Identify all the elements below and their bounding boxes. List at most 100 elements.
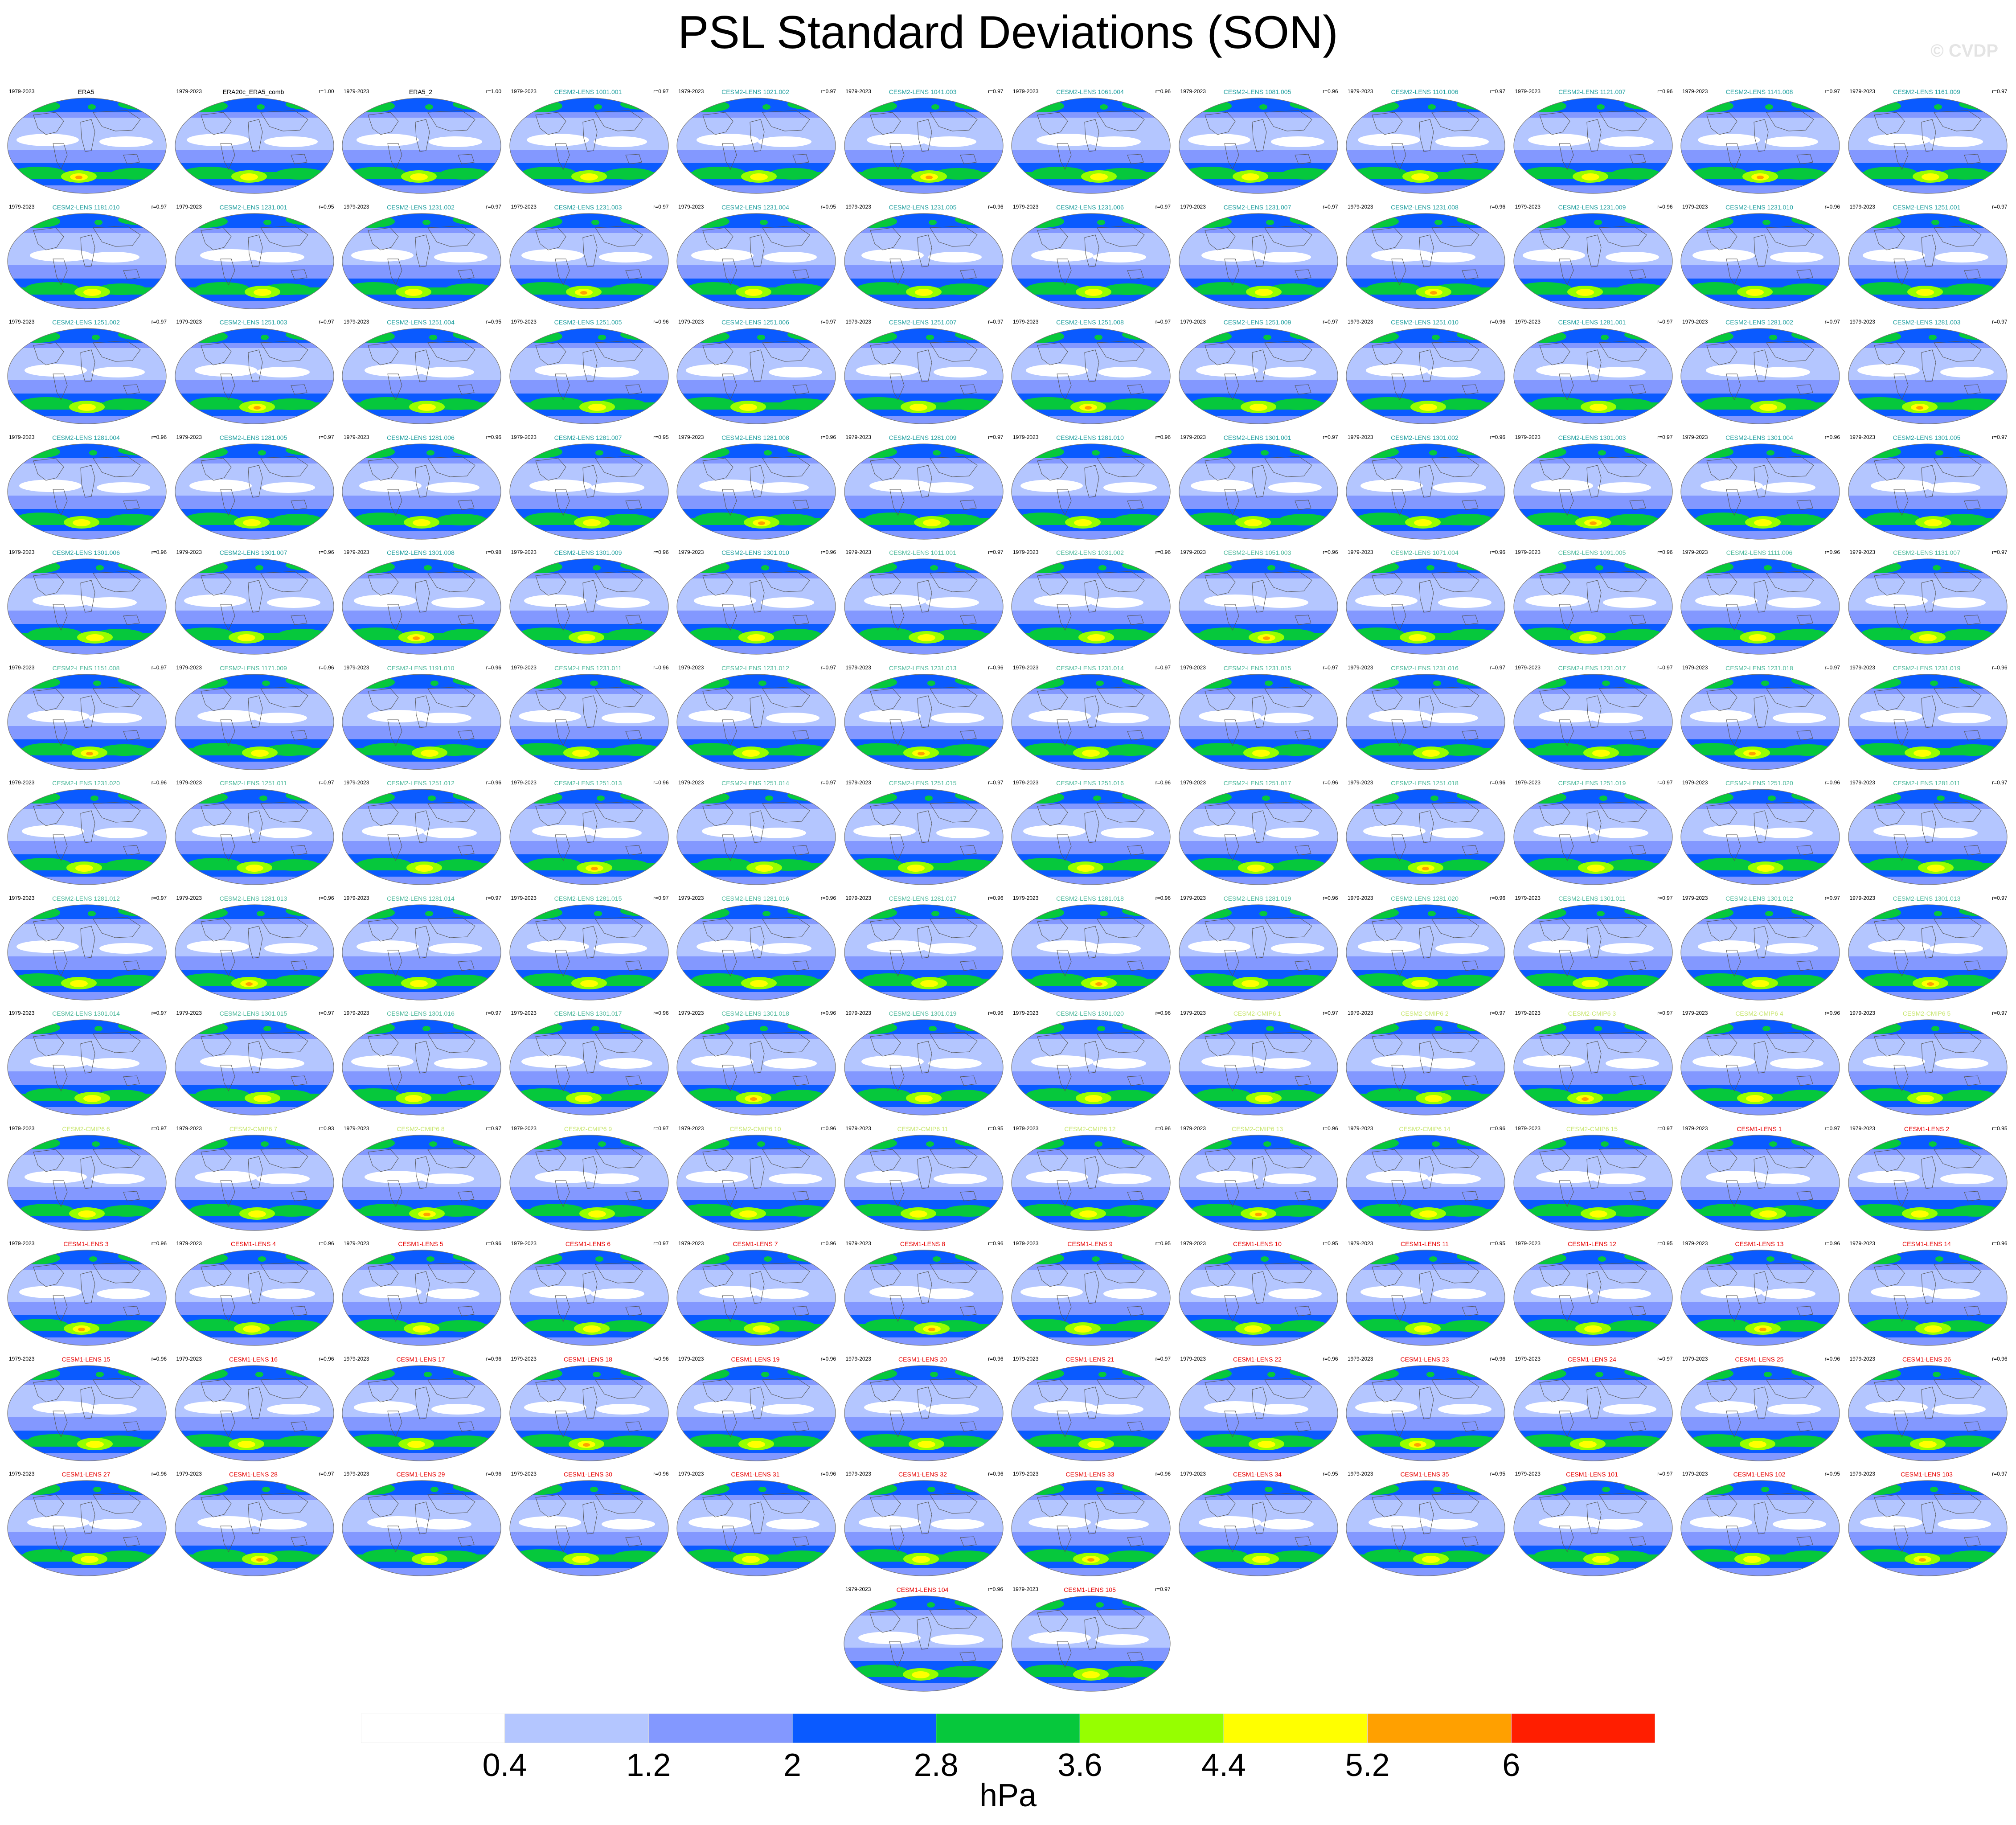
map-panel: 1979-2023 CESM2-CMIP6 8 r=0.97 [338, 1124, 503, 1233]
map-panel: 1979-2023 CESM2-LENS 1231.017 r=0.97 [1510, 664, 1675, 772]
panel-title: CESM2-LENS 1231.020 [52, 779, 120, 787]
psl-map [844, 673, 1004, 770]
panel-correlation: r=0.96 [988, 1355, 1004, 1362]
map-panel: 1979-2023 CESM2-LENS 1281.010 r=0.96 [1008, 433, 1172, 542]
panel-period: 1979-2023 [1515, 1010, 1541, 1016]
map-panel: 1979-2023 CESM2-CMIP6 13 r=0.96 [1175, 1124, 1340, 1233]
colorbar-swatch [792, 1714, 937, 1743]
panel-title: CESM1-LENS 25 [1735, 1355, 1784, 1363]
panel-period: 1979-2023 [1013, 1471, 1039, 1477]
map-panel: 1979-2023 CESM2-LENS 1101.006 r=0.97 [1342, 87, 1507, 196]
panel-correlation: r=0.96 [820, 1471, 836, 1477]
panel-period: 1979-2023 [176, 1355, 202, 1362]
psl-map [1513, 213, 1673, 309]
panel-correlation: r=0.97 [319, 1010, 334, 1016]
panel-correlation: r=0.97 [988, 434, 1004, 440]
panel-title: CESM2-LENS 1301.003 [1558, 434, 1626, 441]
panel-title: CESM2-LENS 1231.009 [1558, 203, 1626, 211]
map-panel: 1979-2023 CESM2-LENS 1231.007 r=0.97 [1175, 203, 1340, 312]
panel-period: 1979-2023 [678, 1355, 704, 1362]
map-panel: 1979-2023 ERA20c_ERA5_comb r=1.00 [171, 87, 336, 196]
colorbar-tick-label: 2 [783, 1747, 802, 1783]
panel-correlation: r=0.96 [1155, 779, 1171, 786]
panel-period: 1979-2023 [344, 203, 369, 210]
psl-map [174, 1365, 334, 1461]
panel-title: CESM2-LENS 1251.018 [1391, 779, 1459, 787]
map-panel: 1979-2023 CESM2-LENS 1301.018 r=0.96 [673, 1009, 838, 1118]
psl-map [7, 328, 167, 424]
panel-title: CESM2-LENS 1301.016 [387, 1010, 455, 1017]
panel-period: 1979-2023 [678, 319, 704, 325]
panel-correlation: r=0.96 [151, 1471, 167, 1477]
panel-title: CESM2-LENS 1301.002 [1391, 434, 1459, 441]
panel-correlation: r=0.97 [1657, 1010, 1673, 1016]
panel-correlation: r=0.97 [1155, 1586, 1171, 1592]
panel-period: 1979-2023 [1682, 88, 1708, 94]
colorbar-swatch [361, 1714, 505, 1743]
map-panel: 1979-2023 CESM2-LENS 1251.001 r=0.97 [1844, 203, 2009, 312]
psl-map [342, 1134, 501, 1231]
panel-period: 1979-2023 [845, 549, 871, 555]
panel-title: CESM1-LENS 18 [564, 1355, 612, 1363]
map-panel: 1979-2023 CESM2-LENS 1231.015 r=0.97 [1175, 664, 1340, 772]
panel-period: 1979-2023 [845, 894, 871, 901]
panel-title: CESM2-LENS 1281.003 [1893, 319, 1961, 326]
psl-map [844, 904, 1004, 1001]
panel-correlation: r=0.97 [1824, 894, 1840, 901]
panel-correlation: r=0.97 [1155, 203, 1171, 210]
panel-period: 1979-2023 [678, 1010, 704, 1016]
panel-correlation: r=0.97 [486, 1125, 501, 1132]
map-panel: 1979-2023 CESM2-LENS 1301.005 r=0.97 [1844, 433, 2009, 542]
map-panel: 1979-2023 CESM2-LENS 1301.006 r=0.96 [4, 548, 168, 657]
map-panel: 1979-2023 CESM2-LENS 1281.001 r=0.97 [1510, 318, 1675, 427]
colorbar-swatch [648, 1714, 793, 1743]
panel-correlation: r=0.96 [1992, 1240, 2008, 1247]
panel-correlation: r=0.95 [988, 1125, 1004, 1132]
psl-map [342, 1019, 501, 1116]
panel-correlation: r=0.97 [1657, 1125, 1673, 1132]
panel-grid: 1979-2023 ERA5 1979-2023 ERA20c_ERA5_comb r=… [4, 87, 2009, 1692]
psl-map [342, 328, 501, 424]
panel-title: CESM1-LENS 21 [1065, 1355, 1115, 1363]
panel-period: 1979-2023 [9, 88, 35, 94]
panel-title: CESM1-LENS 103 [1901, 1471, 1953, 1478]
psl-map [844, 328, 1004, 424]
panel-correlation: r=0.96 [319, 894, 334, 901]
panel-period: 1979-2023 [176, 1010, 202, 1016]
map-panel: 1979-2023 CESM1-LENS 101 r=0.97 [1510, 1470, 1675, 1579]
psl-map [1848, 1480, 2008, 1576]
map-panel: 1979-2023 CESM1-LENS 19 r=0.96 [673, 1355, 838, 1464]
map-panel: 1979-2023 CESM2-LENS 1021.002 r=0.97 [673, 87, 838, 196]
psl-map [1848, 98, 2008, 194]
map-panel: 1979-2023 CESM2-LENS 1181.010 r=0.97 [4, 203, 168, 312]
map-panel: 1979-2023 CESM2-LENS 1231.018 r=0.97 [1677, 664, 1842, 772]
psl-map [1346, 1250, 1505, 1346]
panel-correlation: r=0.95 [1992, 1125, 2008, 1132]
panel-period: 1979-2023 [1682, 203, 1708, 210]
map-panel: 1979-2023 CESM2-LENS 1301.017 r=0.96 [506, 1009, 671, 1118]
panel-title: CESM2-LENS 1301.009 [554, 549, 622, 556]
map-panel: 1979-2023 CESM2-LENS 1231.011 r=0.96 [506, 664, 671, 772]
psl-map [1011, 1134, 1171, 1231]
panel-correlation: r=0.96 [486, 779, 501, 786]
panel-title: CESM1-LENS 32 [898, 1471, 947, 1478]
map-panel: 1979-2023 CESM2-LENS 1251.014 r=0.97 [673, 779, 838, 887]
panel-correlation: r=1.00 [319, 88, 334, 94]
psl-map [844, 1365, 1004, 1461]
panel-period: 1979-2023 [845, 1586, 871, 1592]
panel-period: 1979-2023 [511, 1471, 537, 1477]
panel-correlation: r=0.96 [1323, 1125, 1338, 1132]
panel-title: CESM2-LENS 1071.004 [1391, 549, 1459, 556]
map-panel: 1979-2023 CESM2-CMIP6 7 r=0.93 [171, 1124, 336, 1233]
panel-correlation: r=0.96 [653, 1471, 669, 1477]
map-panel: 1979-2023 CESM2-CMIP6 2 r=0.97 [1342, 1009, 1507, 1118]
panel-title: CESM2-LENS 1301.008 [387, 549, 455, 556]
psl-map [1680, 328, 1840, 424]
panel-correlation: r=0.97 [486, 894, 501, 901]
panel-title: CESM2-LENS 1081.005 [1223, 88, 1291, 95]
panel-correlation: r=0.96 [1992, 1355, 2008, 1362]
panel-period: 1979-2023 [1849, 88, 1875, 94]
map-panel: 1979-2023 CESM1-LENS 31 r=0.96 [673, 1470, 838, 1579]
panel-period: 1979-2023 [1180, 434, 1206, 440]
panel-correlation: r=0.97 [1992, 1010, 2008, 1016]
